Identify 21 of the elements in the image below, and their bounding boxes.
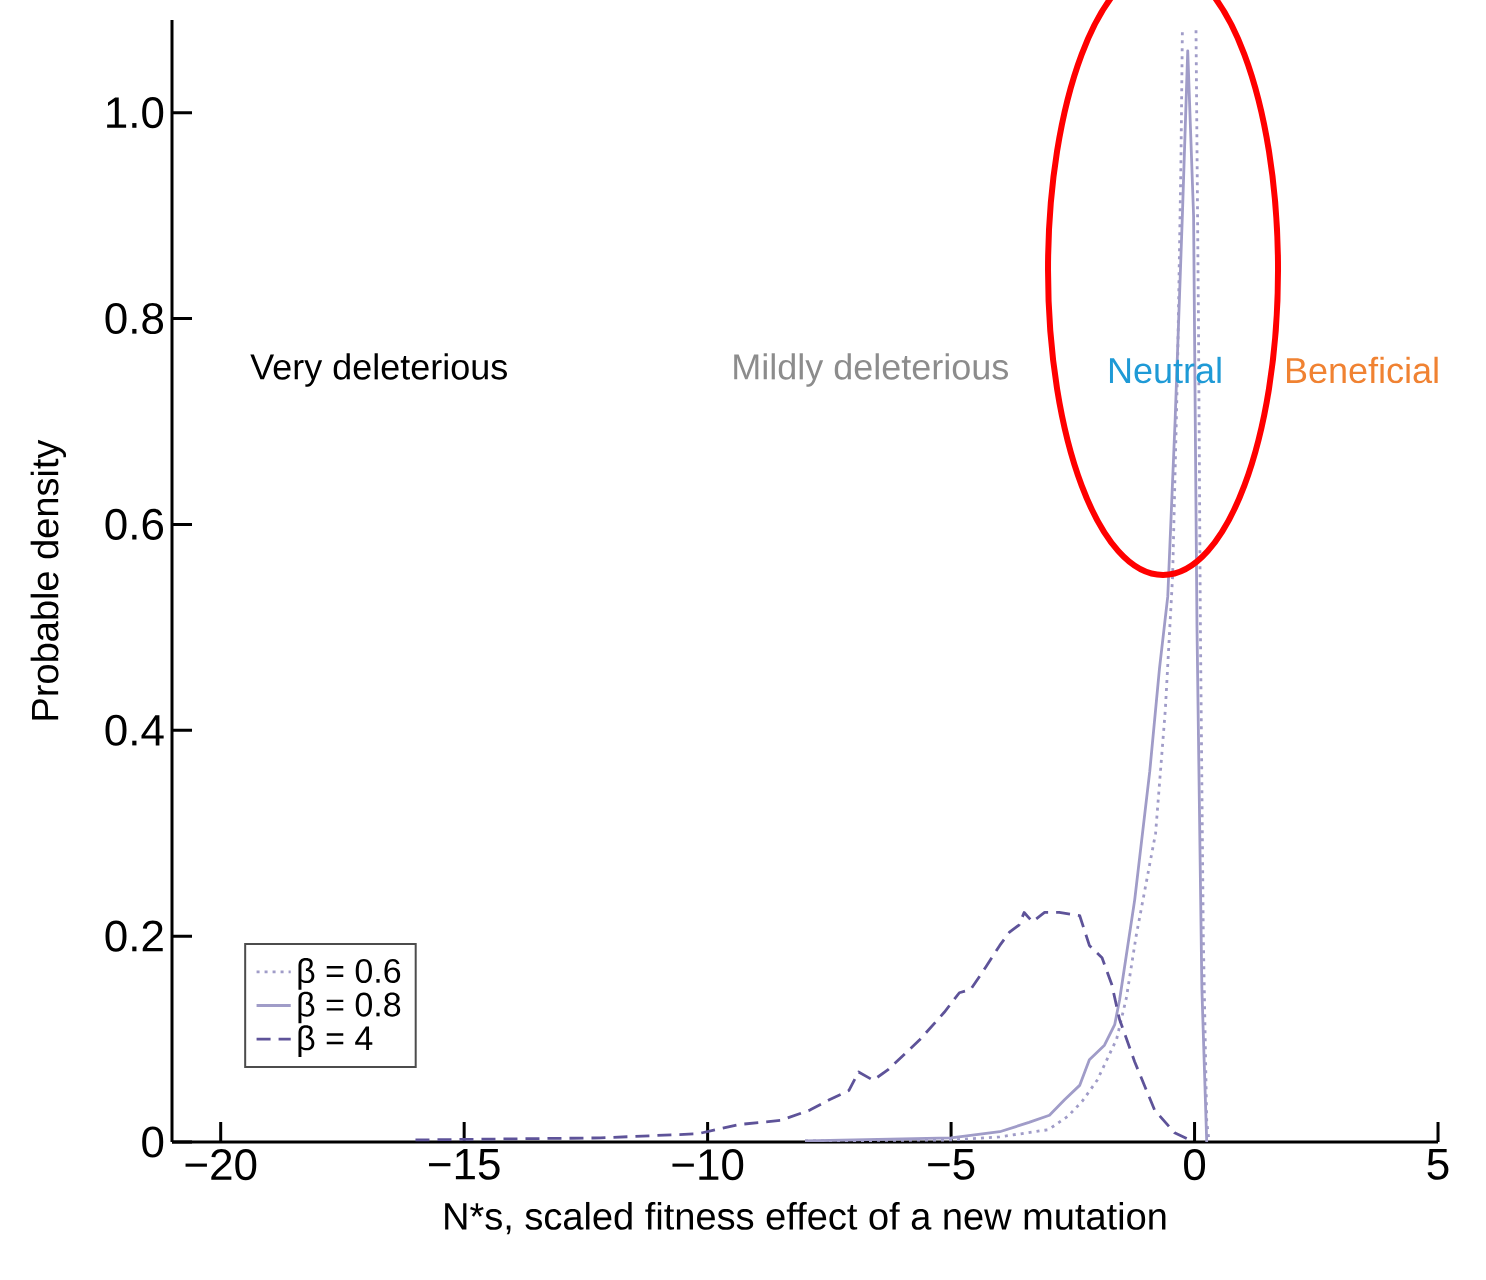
x-tick-label: 5 bbox=[1427, 1149, 1449, 1180]
legend-label: β = 0.6 bbox=[298, 958, 401, 990]
legend-label: β = 4 bbox=[298, 1025, 373, 1058]
x-tick-label: −10 bbox=[672, 1149, 744, 1181]
y-tick-label: 1.0 bbox=[107, 97, 164, 129]
annotation: Very deleterious bbox=[250, 353, 507, 387]
annotation: Beneficial bbox=[1286, 356, 1438, 384]
legend-label: β = 0.8 bbox=[298, 991, 401, 1024]
x-tick-label: −20 bbox=[185, 1149, 257, 1181]
y-tick-label: 0.6 bbox=[105, 508, 164, 540]
x-tick-label: −5 bbox=[928, 1149, 975, 1180]
annotation: Mildly deleterious bbox=[734, 353, 1009, 387]
x-axis-title: N*s, scaled fitness effect of a new mutation bbox=[445, 1201, 1166, 1235]
y-tick-label: 0.4 bbox=[105, 714, 164, 746]
x-tick-label: 0 bbox=[1184, 1149, 1206, 1181]
annotation: Neutral bbox=[1109, 356, 1221, 384]
y-tick-label: 0.8 bbox=[105, 302, 164, 335]
y-axis-title: Probable density bbox=[30, 439, 67, 720]
x-tick-label: −15 bbox=[429, 1149, 500, 1180]
y-tick-label: 0.2 bbox=[105, 920, 163, 952]
y-tick-label: 0 bbox=[142, 1126, 164, 1158]
